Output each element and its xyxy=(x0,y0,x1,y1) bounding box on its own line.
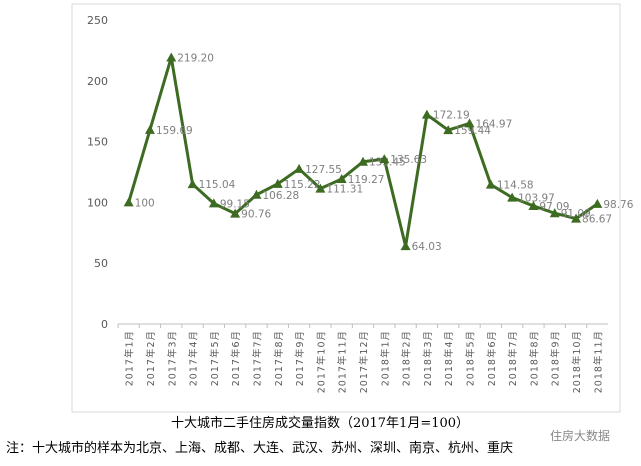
x-tick-label: 2017年12月 xyxy=(358,330,370,393)
value-label: 106.28 xyxy=(262,190,299,202)
data-point xyxy=(464,118,475,128)
value-label: 172.19 xyxy=(433,110,470,122)
value-label: 86.67 xyxy=(582,214,612,226)
data-point xyxy=(144,124,155,134)
data-point xyxy=(272,178,283,188)
data-point xyxy=(358,156,368,166)
data-point xyxy=(507,192,518,202)
data-point xyxy=(592,198,603,208)
value-label: 127.55 xyxy=(305,164,342,176)
value-label: 114.58 xyxy=(497,180,534,192)
value-label: 119.27 xyxy=(348,174,385,186)
value-label: 103.97 xyxy=(518,193,555,205)
data-point xyxy=(208,198,219,208)
value-label: 90.76 xyxy=(241,209,271,221)
value-label: 97.09 xyxy=(539,201,569,213)
value-label: 164.97 xyxy=(476,118,513,130)
x-tick-label: 2017年8月 xyxy=(273,330,285,386)
data-point xyxy=(485,179,496,189)
data-point xyxy=(421,109,432,119)
data-point xyxy=(230,208,241,218)
watermark: 住房大数据 xyxy=(550,428,610,443)
x-tick-label: 2018年4月 xyxy=(443,330,455,386)
chart-frame xyxy=(71,3,621,413)
x-tick-label: 2018年10月 xyxy=(571,330,583,393)
data-point xyxy=(166,52,177,62)
x-tick-label: 2017年7月 xyxy=(251,330,263,386)
x-tick-label: 2017年11月 xyxy=(337,330,349,393)
value-label: 98.76 xyxy=(603,199,633,211)
data-point xyxy=(336,173,347,183)
x-tick-label: 2017年9月 xyxy=(294,330,306,386)
value-label: 159.69 xyxy=(156,125,193,137)
series-line xyxy=(127,57,599,247)
x-tick-label: 2018年6月 xyxy=(486,330,498,386)
x-tick-label: 2017年1月 xyxy=(124,330,136,386)
y-tick-label: 250 xyxy=(87,14,108,27)
data-point xyxy=(294,163,305,173)
y-tick-label: 150 xyxy=(87,136,108,149)
data-point xyxy=(123,197,134,207)
data-point xyxy=(549,208,560,218)
data-point xyxy=(187,179,198,189)
x-tick-label: 2018年9月 xyxy=(550,330,562,386)
x-tick-label: 2017年5月 xyxy=(209,330,221,386)
data-point xyxy=(315,183,326,193)
x-tick-label: 2018年2月 xyxy=(401,330,413,386)
data-point xyxy=(443,125,454,135)
x-tick-label: 2018年8月 xyxy=(528,330,540,386)
x-tick-label: 2018年7月 xyxy=(507,330,519,386)
data-point xyxy=(571,213,582,223)
x-tick-label: 2018年11月 xyxy=(592,330,604,393)
x-tick-label: 2018年5月 xyxy=(465,330,477,386)
y-tick-label: 50 xyxy=(94,257,108,270)
x-tick-label: 2017年6月 xyxy=(230,330,242,386)
x-tick-label: 2018年3月 xyxy=(422,330,434,386)
value-label: 115.04 xyxy=(199,179,236,191)
value-label: 111.31 xyxy=(326,184,363,196)
value-label: 219.20 xyxy=(177,52,214,64)
data-point xyxy=(528,200,539,210)
value-label: 100 xyxy=(135,197,155,209)
x-tick-label: 2017年2月 xyxy=(145,330,157,386)
value-label: 99.15 xyxy=(220,198,250,210)
x-tick-label: 2018年1月 xyxy=(379,330,391,386)
y-tick-label: 100 xyxy=(87,196,108,209)
chart-title: 十大城市二手住房成交量指数（2017年1月=100） xyxy=(171,415,469,431)
value-label: 64.03 xyxy=(412,241,442,253)
data-point xyxy=(251,189,262,199)
value-label: 135.63 xyxy=(390,154,427,166)
chart-note: 注：十大城市的样本为北京、上海、成都、大连、武汉、苏州、深圳、南京、杭州、重庆 xyxy=(6,440,513,456)
x-tick-label: 2017年10月 xyxy=(315,330,327,393)
x-tick-label: 2017年4月 xyxy=(188,330,200,386)
y-tick-label: 0 xyxy=(101,318,108,331)
value-label: 115.22 xyxy=(284,179,321,191)
y-tick-label: 200 xyxy=(87,75,108,88)
data-point xyxy=(400,241,411,251)
value-label: 159.44 xyxy=(454,125,491,137)
x-tick-label: 2017年3月 xyxy=(166,330,178,386)
data-point xyxy=(379,154,390,164)
